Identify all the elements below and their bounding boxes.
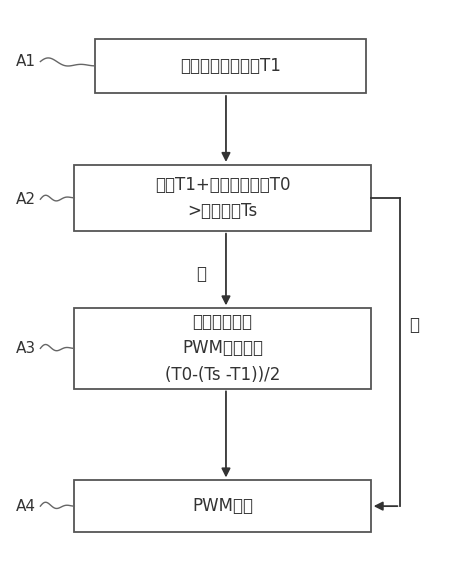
Text: PWM输出: PWM输出 <box>192 497 253 515</box>
FancyBboxPatch shape <box>74 165 371 231</box>
Text: 过调制处理：
PWM开关前移
(T0-(Ts -T1))/2: 过调制处理： PWM开关前移 (T0-(Ts -T1))/2 <box>165 313 280 384</box>
FancyBboxPatch shape <box>95 38 366 93</box>
FancyBboxPatch shape <box>74 480 371 532</box>
Text: A2: A2 <box>16 191 35 207</box>
Text: A1: A1 <box>16 54 35 69</box>
Text: 是: 是 <box>196 265 206 283</box>
FancyBboxPatch shape <box>74 308 371 389</box>
Text: 调制比转换成脉宽T1: 调制比转换成脉宽T1 <box>180 57 281 75</box>
Text: 脉宽T1+电流采样窗口T0
>采样周期Ts: 脉宽T1+电流采样窗口T0 >采样周期Ts <box>155 176 290 220</box>
Text: 否: 否 <box>409 317 419 335</box>
Text: A3: A3 <box>16 341 35 356</box>
Text: A4: A4 <box>16 499 35 514</box>
